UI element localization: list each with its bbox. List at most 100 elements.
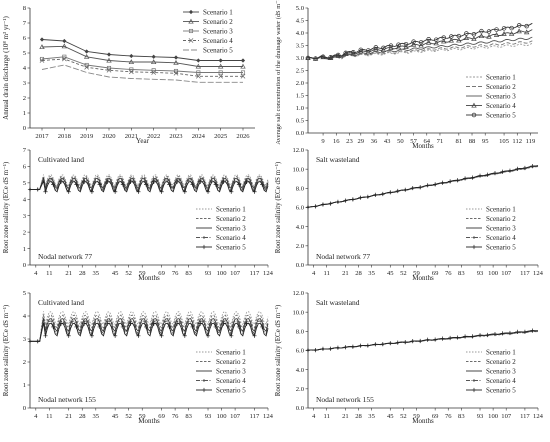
x-tick-label: 95 <box>482 138 489 145</box>
series-point <box>395 188 400 194</box>
y-tick-label: 0 <box>23 405 27 412</box>
series-point <box>190 182 195 187</box>
series-point <box>440 180 445 185</box>
x-tick-label: 57 <box>410 138 417 145</box>
y-axis-title: Annual drain discharge (10⁸ m³ yr⁻¹) <box>2 15 10 119</box>
x-tick-label: 93 <box>477 270 484 277</box>
legend-marker <box>202 236 206 239</box>
x-tick-label: 59 <box>413 413 420 420</box>
series-point <box>213 182 218 187</box>
series-point <box>120 324 125 330</box>
legend-label: Scenario 1 <box>486 349 516 357</box>
series-point <box>358 47 364 53</box>
series-point <box>244 321 249 326</box>
y-tick-label: 8.0 <box>296 186 305 193</box>
x-axis-title: Months <box>412 274 434 282</box>
y-tick-label: 0.0 <box>296 262 305 269</box>
x-tick-label: 107 <box>501 413 512 420</box>
series-point <box>244 179 249 184</box>
series-point <box>516 23 522 28</box>
series-point <box>403 340 408 345</box>
series-point <box>252 189 257 194</box>
series-point <box>418 338 423 344</box>
y-tick-label: 3 <box>23 213 27 220</box>
y-tick-label: 1 <box>23 246 26 253</box>
x-tick-label: 52 <box>400 413 407 420</box>
y-tick-label: 2.0 <box>296 80 305 87</box>
chart-panel-p2: 0.0 0.5 1.0 1.5 2.0 2.5 3.0 3.5 4.0 4.5 5.0 9 16 23 29… <box>275 0 538 150</box>
x-tick-label: 117 <box>250 413 260 420</box>
y-tick-label: 3 <box>23 336 27 343</box>
series-line-2 <box>41 45 243 67</box>
x-tick-label: 28 <box>79 413 86 420</box>
y-tick-label: 12.0 <box>292 147 304 154</box>
legend-label: Scenario 4 <box>203 37 233 45</box>
series-point <box>83 53 90 59</box>
series-point <box>418 42 424 48</box>
series-point <box>196 70 201 75</box>
series-point <box>196 58 201 63</box>
legend-label: Scenario 3 <box>203 28 233 36</box>
series-point <box>199 320 202 323</box>
series-point <box>441 38 447 44</box>
series-point <box>403 44 409 49</box>
series-point <box>66 189 71 194</box>
series-point <box>501 26 507 31</box>
x-tick-label: 35 <box>368 270 375 277</box>
series-point <box>218 70 223 75</box>
series-point <box>173 68 179 74</box>
series-line-1 <box>30 174 269 190</box>
x-tick-label: 100 <box>217 270 228 277</box>
x-tick-label: 76 <box>172 270 179 277</box>
x-tick-label: 76 <box>445 270 452 277</box>
series-point <box>39 58 45 63</box>
x-tick-label: 93 <box>205 413 212 420</box>
series-point <box>305 348 311 353</box>
series-point <box>240 63 246 69</box>
series-point <box>433 337 438 342</box>
x-tick-label: 35 <box>368 413 375 420</box>
series-point <box>198 321 203 326</box>
legend-label: Scenario 1 <box>203 9 233 17</box>
series-point <box>113 333 118 338</box>
series-point <box>35 339 40 344</box>
series-point <box>128 321 133 326</box>
legend-label: Scenario 5 <box>486 387 516 395</box>
x-tick-label: 21 <box>65 270 72 277</box>
series-point <box>260 182 265 187</box>
series-point <box>373 192 378 197</box>
x-tick-label: 81 <box>456 138 463 145</box>
legend-marker <box>471 102 477 108</box>
series-point <box>182 333 187 338</box>
x-tick-label: 124 <box>533 270 544 277</box>
series-point <box>173 70 179 76</box>
series-point <box>313 348 318 353</box>
series-point <box>425 337 430 342</box>
series-point <box>213 324 218 330</box>
x-tick-label: 45 <box>387 270 394 277</box>
series-point <box>440 336 445 341</box>
legend-marker <box>202 379 206 382</box>
series-point <box>113 189 118 194</box>
x-tick-label: 124 <box>263 270 274 277</box>
series-line-1 <box>30 311 269 342</box>
series-point <box>462 176 468 181</box>
series-point <box>470 175 475 180</box>
x-tick-label: 83 <box>185 270 192 277</box>
series-point <box>335 199 341 205</box>
series-point <box>62 54 67 59</box>
y-tick-label: 4.0 <box>296 224 305 231</box>
series-point <box>455 335 460 340</box>
series-point <box>27 187 33 192</box>
series-point <box>74 324 79 330</box>
series-point <box>485 332 490 338</box>
y-tick-label: 5 <box>23 50 27 57</box>
series-point <box>174 179 180 184</box>
series-point <box>35 187 40 192</box>
series-point <box>128 59 135 65</box>
y-tick-label: 3.5 <box>296 43 305 50</box>
series-point <box>105 179 110 184</box>
series-point <box>82 321 87 326</box>
series-point <box>411 39 416 44</box>
series-point <box>433 182 438 187</box>
